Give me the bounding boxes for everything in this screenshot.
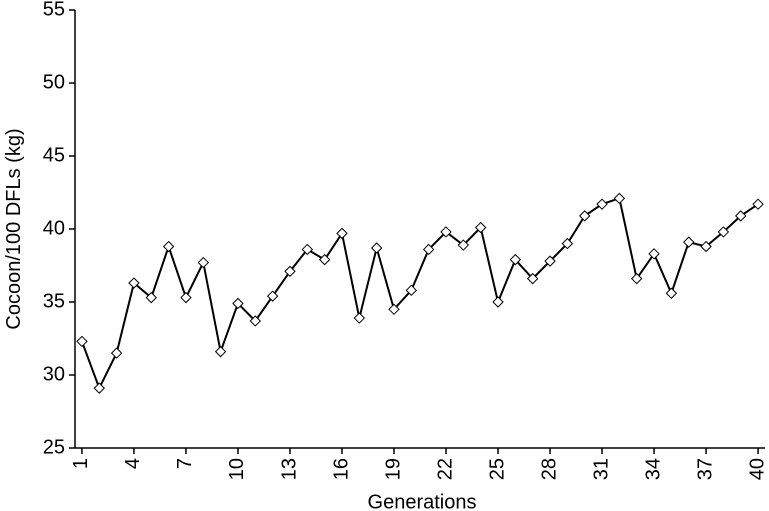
- y-tick-label: 50: [43, 71, 65, 93]
- point-marker: [631, 272, 643, 285]
- x-tick-label: 31: [590, 458, 612, 480]
- point-marker: [370, 242, 383, 254]
- point-marker: [683, 236, 695, 248]
- x-tick-label: 22: [434, 458, 456, 480]
- point-marker: [388, 303, 400, 316]
- point-marker: [353, 312, 366, 324]
- point-marker: [492, 296, 504, 308]
- point-marker: [162, 240, 175, 253]
- x-tick-label: 28: [538, 458, 560, 480]
- point-marker: [700, 240, 712, 253]
- y-tick-label: 55: [43, 0, 65, 20]
- x-tick-label: 4: [122, 458, 144, 469]
- point-marker: [422, 243, 435, 256]
- point-marker: [232, 297, 244, 310]
- point-marker: [440, 226, 452, 238]
- point-marker: [93, 382, 105, 394]
- x-tick-label: 40: [746, 458, 768, 480]
- point-marker: [249, 315, 262, 327]
- x-tick-label: 19: [382, 458, 404, 480]
- point-marker: [474, 221, 487, 234]
- y-tick-label: 40: [43, 217, 65, 239]
- x-tick-label: 1: [70, 458, 92, 469]
- point-marker: [735, 210, 747, 222]
- point-marker: [405, 284, 418, 297]
- point-marker: [336, 227, 348, 240]
- series-line: [80, 197, 759, 391]
- point-marker: [613, 192, 626, 205]
- x-tick-label: 34: [642, 458, 664, 480]
- point-marker: [457, 239, 470, 251]
- point-marker: [561, 237, 574, 250]
- point-marker: [266, 290, 279, 302]
- y-axis-label: Cocoon/100 DFLs (kg): [3, 128, 25, 329]
- point-marker: [544, 255, 556, 267]
- point-marker: [301, 243, 314, 256]
- point-marker: [180, 291, 192, 304]
- point-marker: [717, 226, 730, 238]
- point-marker: [197, 256, 209, 269]
- point-marker: [526, 272, 539, 285]
- point-marker: [596, 198, 608, 210]
- x-tick-label: 13: [278, 458, 300, 480]
- point-marker: [284, 265, 296, 278]
- point-marker: [145, 291, 157, 304]
- x-axis-label: Generations: [368, 491, 477, 511]
- x-tick-label: 10: [226, 458, 248, 480]
- point-marker: [318, 253, 331, 266]
- point-marker: [578, 210, 591, 222]
- y-tick-label: 35: [43, 290, 65, 312]
- point-marker: [128, 277, 140, 289]
- y-tick-label: 45: [43, 144, 65, 166]
- point-marker: [752, 198, 764, 210]
- x-tick-label: 37: [694, 458, 716, 480]
- x-tick-label: 16: [330, 458, 352, 480]
- point-marker: [76, 335, 88, 348]
- point-marker: [110, 347, 123, 359]
- point-marker: [509, 253, 522, 266]
- y-tick-label: 30: [43, 363, 65, 385]
- y-tick-label: 25: [43, 436, 65, 458]
- x-tick-label: 7: [174, 458, 196, 469]
- point-marker: [214, 345, 227, 358]
- point-marker: [665, 287, 678, 299]
- x-tick-label: 25: [486, 458, 508, 480]
- point-marker: [648, 248, 660, 260]
